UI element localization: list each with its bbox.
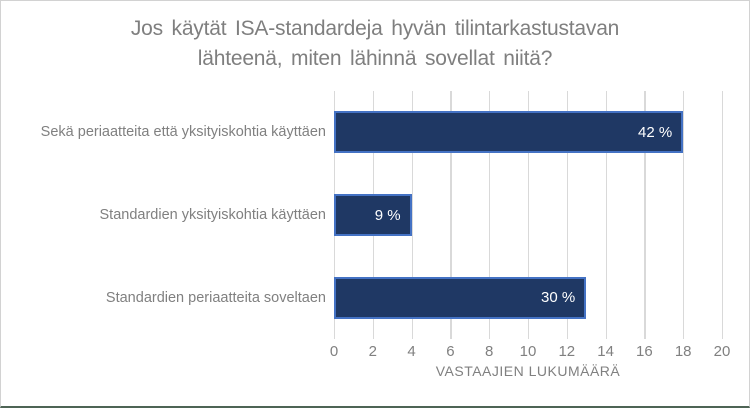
chart-title: Jos käytät ISA-standardeja hyvän tilinta… <box>1 14 749 74</box>
chart-title-line-2: lähteenä, miten lähinnä sovellat niitä? <box>197 47 553 70</box>
x-tick-label-12: 12 <box>558 343 576 360</box>
gridline-x-8 <box>489 91 491 339</box>
gridline-x-6 <box>450 91 452 339</box>
x-tick-label-2: 2 <box>368 343 377 360</box>
gridline-x-14 <box>605 91 607 339</box>
category-label-1: Standardien yksityiskohtia käyttäen <box>99 207 327 223</box>
bar-data-label: 30 % <box>540 289 576 307</box>
gridline-x-12 <box>566 91 569 339</box>
category-label-0: Sekä periaatteita että yksityiskohtia kä… <box>40 124 326 141</box>
x-tick-label-14: 14 <box>597 343 614 360</box>
x-tick-label-10: 10 <box>519 343 537 360</box>
x-tick-label-4: 4 <box>407 343 416 360</box>
x-tick-label-0: 0 <box>329 343 339 360</box>
category-label-2: Standardien periaatteita soveltaen <box>105 289 326 306</box>
chart-title-line-1: Jos käytät ISA-standardeja hyvän tilinta… <box>130 17 620 40</box>
x-axis-title: VASTAAJIEN LUKUMÄÄRÄ <box>435 363 621 379</box>
bar-data-label: 9 % <box>374 206 401 224</box>
gridline-x-4 <box>411 91 413 339</box>
gridline-x-20 <box>722 91 724 339</box>
x-tick-label-8: 8 <box>485 343 494 360</box>
bar-2: 30 % <box>334 276 587 319</box>
bar-1: 9 % <box>334 194 412 236</box>
x-tick-label-16: 16 <box>636 343 653 360</box>
x-tick-label-20: 20 <box>713 343 731 360</box>
gridline-x-10 <box>528 91 530 339</box>
gridline-x-18 <box>683 91 685 339</box>
bar-data-label: 42 % <box>637 123 673 141</box>
gridline-x-16 <box>644 91 646 339</box>
bar-0: 42 % <box>334 111 684 154</box>
x-tick-label-6: 6 <box>446 343 455 360</box>
x-tick-label-18: 18 <box>674 343 692 360</box>
